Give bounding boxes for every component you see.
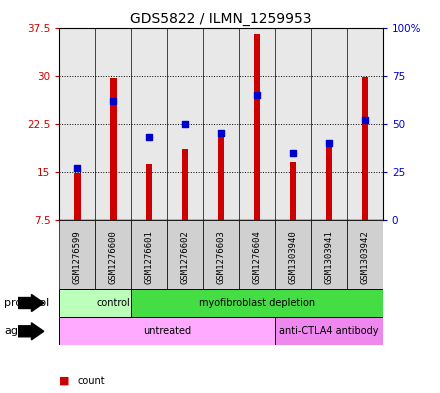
Text: agent: agent bbox=[4, 326, 37, 336]
Bar bbox=[74, 173, 81, 220]
Point bbox=[110, 97, 117, 104]
Bar bbox=[326, 143, 332, 220]
Point bbox=[182, 121, 189, 127]
Bar bbox=[275, 317, 383, 345]
Text: GSM1276599: GSM1276599 bbox=[73, 230, 82, 284]
Bar bbox=[290, 162, 296, 220]
Text: control: control bbox=[96, 298, 130, 308]
Bar bbox=[203, 220, 239, 289]
Bar bbox=[146, 164, 153, 220]
Text: untreated: untreated bbox=[143, 326, 191, 336]
Text: GSM1276600: GSM1276600 bbox=[109, 230, 118, 284]
Text: myofibroblast depletion: myofibroblast depletion bbox=[199, 298, 315, 308]
Bar bbox=[110, 77, 117, 220]
Bar bbox=[239, 220, 275, 289]
Text: count: count bbox=[77, 376, 105, 386]
Text: GSM1303940: GSM1303940 bbox=[289, 230, 297, 284]
Bar bbox=[347, 220, 383, 289]
Text: GSM1303942: GSM1303942 bbox=[360, 230, 369, 284]
Text: GSM1276602: GSM1276602 bbox=[181, 230, 190, 284]
FancyArrow shape bbox=[18, 323, 44, 340]
Point bbox=[326, 140, 333, 146]
Point bbox=[74, 165, 81, 171]
Point bbox=[218, 130, 225, 136]
Point bbox=[361, 117, 368, 123]
Bar bbox=[254, 34, 260, 220]
Bar bbox=[59, 317, 275, 345]
Point bbox=[253, 92, 260, 98]
Text: GSM1276601: GSM1276601 bbox=[145, 230, 154, 284]
Text: protocol: protocol bbox=[4, 298, 50, 308]
Bar bbox=[311, 220, 347, 289]
Text: ■: ■ bbox=[59, 376, 73, 386]
Text: GSM1276603: GSM1276603 bbox=[216, 230, 226, 284]
Bar bbox=[218, 130, 224, 220]
Bar bbox=[131, 220, 167, 289]
Point bbox=[290, 149, 297, 156]
Text: GSM1276604: GSM1276604 bbox=[253, 230, 261, 284]
Title: GDS5822 / ILMN_1259953: GDS5822 / ILMN_1259953 bbox=[130, 13, 312, 26]
FancyArrow shape bbox=[18, 294, 44, 312]
Bar bbox=[131, 289, 383, 317]
Bar bbox=[59, 289, 167, 317]
Bar bbox=[182, 149, 188, 220]
Bar bbox=[275, 220, 311, 289]
Bar bbox=[167, 220, 203, 289]
Bar bbox=[59, 220, 95, 289]
Point bbox=[146, 134, 153, 140]
Bar bbox=[362, 77, 368, 220]
Text: anti-CTLA4 antibody: anti-CTLA4 antibody bbox=[279, 326, 379, 336]
Bar bbox=[95, 220, 131, 289]
Text: GSM1303941: GSM1303941 bbox=[324, 230, 334, 284]
